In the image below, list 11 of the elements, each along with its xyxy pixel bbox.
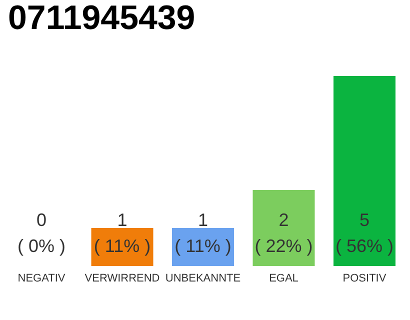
- x-tick-label: UNBEKANNTE: [165, 272, 241, 284]
- x-tick-label: EGAL: [269, 272, 298, 284]
- x-tick-label: VERWIRREND: [84, 272, 160, 284]
- data-label: 5 ( 56% ): [335, 210, 394, 256]
- x-tick-label: POSITIV: [342, 272, 387, 284]
- data-label: 1 ( 11% ): [174, 210, 232, 256]
- data-label: 1 ( 11% ): [94, 210, 151, 256]
- data-label: 2 ( 22% ): [254, 210, 313, 256]
- chart-title: 0711945439: [8, 0, 196, 37]
- x-tick-label: NEGATIV: [18, 272, 66, 284]
- data-label: 0 ( 0% ): [18, 210, 66, 256]
